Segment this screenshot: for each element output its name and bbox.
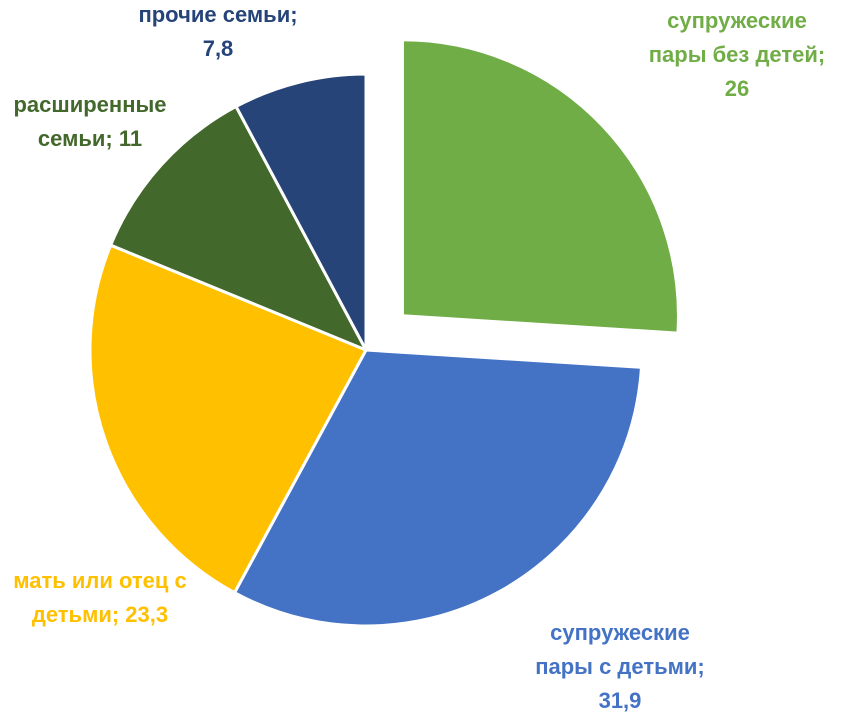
data-label-line: пары с детьми; [535, 654, 705, 679]
pie-slice-4 [109, 104, 368, 352]
pie-slices [88, 38, 680, 628]
data-label-line: пары без детей; [649, 42, 826, 67]
data-label-line: прочие семьи; [138, 2, 297, 27]
pie-slice-1 [400, 38, 680, 335]
data-label-line: супружеские [667, 8, 807, 33]
data-label-line: расширенные [13, 92, 166, 117]
data-label-1: супружеские пары без детей; 26 [649, 8, 826, 101]
data-label-line: супружеские [550, 620, 690, 645]
data-label-line: 31,9 [599, 688, 642, 713]
data-label-line: 7,8 [203, 36, 234, 61]
data-label-2: супружеские пары с детьми; 31,9 [535, 620, 705, 713]
data-label-line: мать или отец с [13, 568, 187, 593]
pie-slice-3 [88, 243, 368, 595]
data-label-line: 26 [725, 76, 749, 101]
data-label-4: расширенные семьи; 11 [13, 92, 166, 151]
data-label-5: прочие семьи; 7,8 [138, 2, 297, 61]
data-label-line: детьми; 23,3 [32, 602, 168, 627]
pie-data-labels: супружеские пары без детей; 26 супружеские п… [13, 2, 825, 713]
pie-slice-5 [234, 72, 368, 352]
data-label-line: семьи; 11 [38, 126, 142, 151]
data-label-3: мать или отец с детьми; 23,3 [13, 568, 187, 627]
pie-slice-2 [233, 348, 643, 628]
